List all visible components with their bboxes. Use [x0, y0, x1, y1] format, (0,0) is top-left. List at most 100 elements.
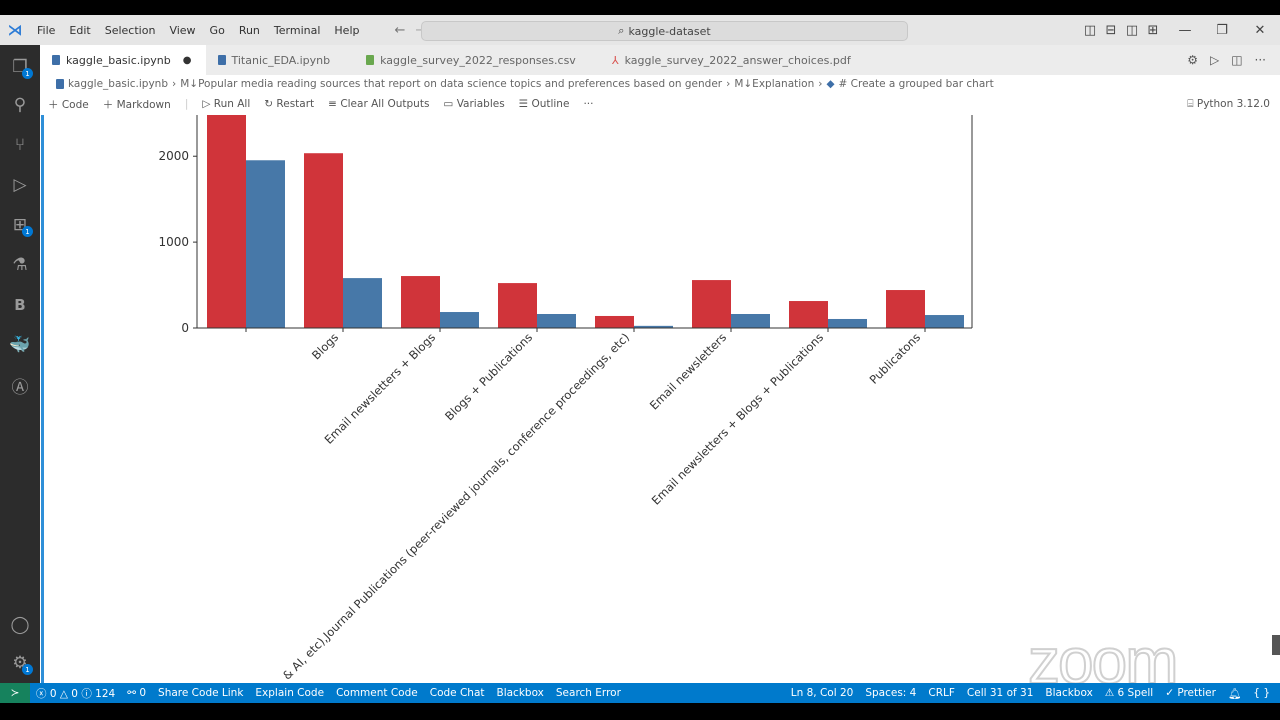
tab-label: Titanic_EDA.ipynb	[231, 53, 331, 67]
code-chat[interactable]: Code Chat	[429, 687, 485, 699]
toggle-panel-icon[interactable]: ⊟	[1105, 22, 1117, 38]
ports-count: 0	[139, 687, 147, 699]
notifications-icon[interactable]: 🔔︎	[1227, 687, 1242, 700]
unsaved-dot-icon: ●	[182, 54, 192, 66]
error-count: 0	[49, 687, 57, 700]
restart-button[interactable]: ↻ Restart	[264, 98, 314, 110]
blackbox-icon[interactable]: B	[14, 296, 26, 314]
account-icon[interactable]: ◯	[10, 615, 30, 635]
breadcrumb-item[interactable]: # Create a grouped bar chart	[838, 78, 994, 90]
gitlens-icon[interactable]: Ⓐ	[11, 377, 29, 398]
breadcrumb-item[interactable]: kaggle_basic.ipynb	[68, 78, 169, 90]
scrollbar-thumb[interactable]	[1272, 635, 1280, 655]
line-ending[interactable]: CRLF	[928, 687, 955, 699]
variables-button[interactable]: ▭ Variables	[443, 98, 504, 110]
outline-button[interactable]: ☰ Outline	[519, 98, 570, 110]
bar-series-0-2	[401, 276, 440, 328]
cursor-position[interactable]: Ln 8, Col 20	[790, 687, 854, 699]
close-window-icon[interactable]: ✕	[1254, 22, 1266, 38]
run-all-icon: ▷	[202, 98, 214, 110]
forward-arrow-icon[interactable]: →	[415, 23, 426, 38]
ports-indicator[interactable]: ⚯ 0	[127, 687, 147, 699]
more-actions-icon[interactable]: ···	[1254, 53, 1266, 67]
share-code-link[interactable]: Share Code Link	[158, 687, 244, 699]
cell-index[interactable]: Cell 31 of 31	[966, 687, 1034, 699]
feedback-icon[interactable]: { }	[1253, 687, 1270, 699]
bar-series-0-1	[304, 153, 343, 328]
minimize-icon[interactable]: —	[1178, 22, 1192, 38]
source-control-icon[interactable]: ⑂	[14, 135, 26, 155]
remote-button[interactable]: ≻	[0, 683, 30, 703]
clear-outputs-label: Clear All Outputs	[340, 98, 430, 110]
remote-icon: ≻	[10, 687, 20, 699]
pdf-file-icon: ⅄	[611, 53, 619, 67]
kernel-label: Python 3.12.0	[1196, 97, 1270, 110]
menu-help[interactable]: Help	[334, 23, 360, 37]
spell-check[interactable]: ⚠ 6 Spell	[1104, 687, 1154, 699]
menu-run[interactable]: Run	[238, 23, 260, 37]
command-center-search[interactable]: ⌕ kaggle-dataset	[421, 21, 908, 41]
extensions-icon[interactable]: ⊞ 1	[0, 207, 40, 243]
blackbox-status[interactable]: Blackbox	[496, 687, 544, 699]
tab-kaggle-basic[interactable]: kaggle_basic.ipynb ●	[40, 45, 206, 75]
chevron-right-icon: ›	[726, 78, 731, 90]
add-code-label: Code	[61, 98, 89, 111]
breadcrumb-item[interactable]: M↓Explanation	[734, 78, 815, 90]
bar-series-0-0	[207, 115, 246, 328]
settings-badge: 1	[22, 664, 33, 675]
blackbox-right[interactable]: Blackbox	[1045, 687, 1093, 699]
menu-selection[interactable]: Selection	[104, 23, 156, 37]
bar-series-1-1	[343, 278, 382, 328]
customize-layout-icon[interactable]: ⊞	[1147, 22, 1159, 38]
menu-view[interactable]: View	[169, 23, 196, 37]
notebook-settings-icon[interactable]: ⚙	[1187, 53, 1198, 67]
breadcrumb-item[interactable]: M↓Popular media reading sources that rep…	[180, 78, 723, 90]
bar-series-0-7	[886, 290, 925, 328]
toggle-secondary-sidebar-icon[interactable]: ◫	[1125, 22, 1139, 38]
menu-edit[interactable]: Edit	[69, 23, 91, 37]
problems-indicator[interactable]: ⓧ 0 △ 0 ⓘ 124	[36, 687, 116, 700]
prettier[interactable]: ✓ Prettier	[1165, 687, 1216, 699]
run-icon[interactable]: ▷	[1209, 53, 1220, 67]
menu-terminal[interactable]: Terminal	[273, 23, 321, 37]
back-arrow-icon[interactable]: ←	[394, 22, 406, 38]
tab-responses-csv[interactable]: kaggle_survey_2022_responses.csv	[344, 45, 590, 75]
menu-go[interactable]: Go	[209, 23, 225, 37]
search-error[interactable]: Search Error	[555, 687, 621, 699]
comment-code[interactable]: Comment Code	[336, 687, 418, 699]
chevron-right-icon: ›	[172, 78, 177, 90]
search-icon[interactable]: ⚲	[13, 95, 27, 115]
indentation[interactable]: Spaces: 4	[865, 687, 917, 699]
explorer-icon[interactable]: ❐ 1	[0, 49, 40, 85]
toggle-primary-sidebar-icon[interactable]: ◫	[1083, 22, 1097, 38]
explain-code[interactable]: Explain Code	[255, 687, 325, 699]
kernel-picker[interactable]: ⌸ Python 3.12.0	[1187, 98, 1280, 111]
more-toolbar-button[interactable]: ···	[583, 98, 594, 110]
docker-icon[interactable]: 🐳	[9, 335, 31, 355]
testing-icon[interactable]: ⚗	[12, 255, 28, 275]
settings-gear-icon[interactable]: ⚙ 1	[0, 645, 40, 681]
add-code-button[interactable]: ＋ Code	[48, 97, 89, 112]
add-markdown-button[interactable]: ＋ Markdown	[103, 97, 171, 112]
bar-series-0-4	[595, 315, 634, 328]
clear-outputs-button[interactable]: ≡ Clear All Outputs	[328, 98, 429, 110]
editor-tabs: kaggle_basic.ipynb ● Titanic_EDA.ipynb ka…	[40, 45, 1280, 75]
y-tick-label: 1000	[158, 235, 189, 249]
menu-file[interactable]: File	[37, 23, 56, 37]
variables-icon: ▭	[443, 98, 457, 110]
outline-icon: ☰	[518, 98, 532, 110]
tab-titanic-eda[interactable]: Titanic_EDA.ipynb	[206, 45, 345, 75]
warning-count: 0	[71, 687, 78, 700]
tab-label: kaggle_basic.ipynb	[66, 53, 171, 67]
clear-all-icon: ≡	[328, 98, 341, 110]
tab-answer-choices-pdf[interactable]: ⅄ kaggle_survey_2022_answer_choices.pdf	[590, 45, 865, 75]
split-editor-icon[interactable]: ◫	[1231, 53, 1243, 67]
restore-icon[interactable]: ❐	[1216, 22, 1228, 38]
run-debug-icon[interactable]: ▷	[13, 175, 27, 195]
kernel-icon: ⌸	[1187, 97, 1197, 110]
run-all-button[interactable]: ▷ Run All	[202, 98, 250, 110]
bar-series-1-3	[537, 314, 576, 328]
plus-icon: ＋	[102, 98, 117, 111]
breadcrumb: kaggle_basic.ipynb › M↓Popular media read…	[40, 75, 1280, 93]
